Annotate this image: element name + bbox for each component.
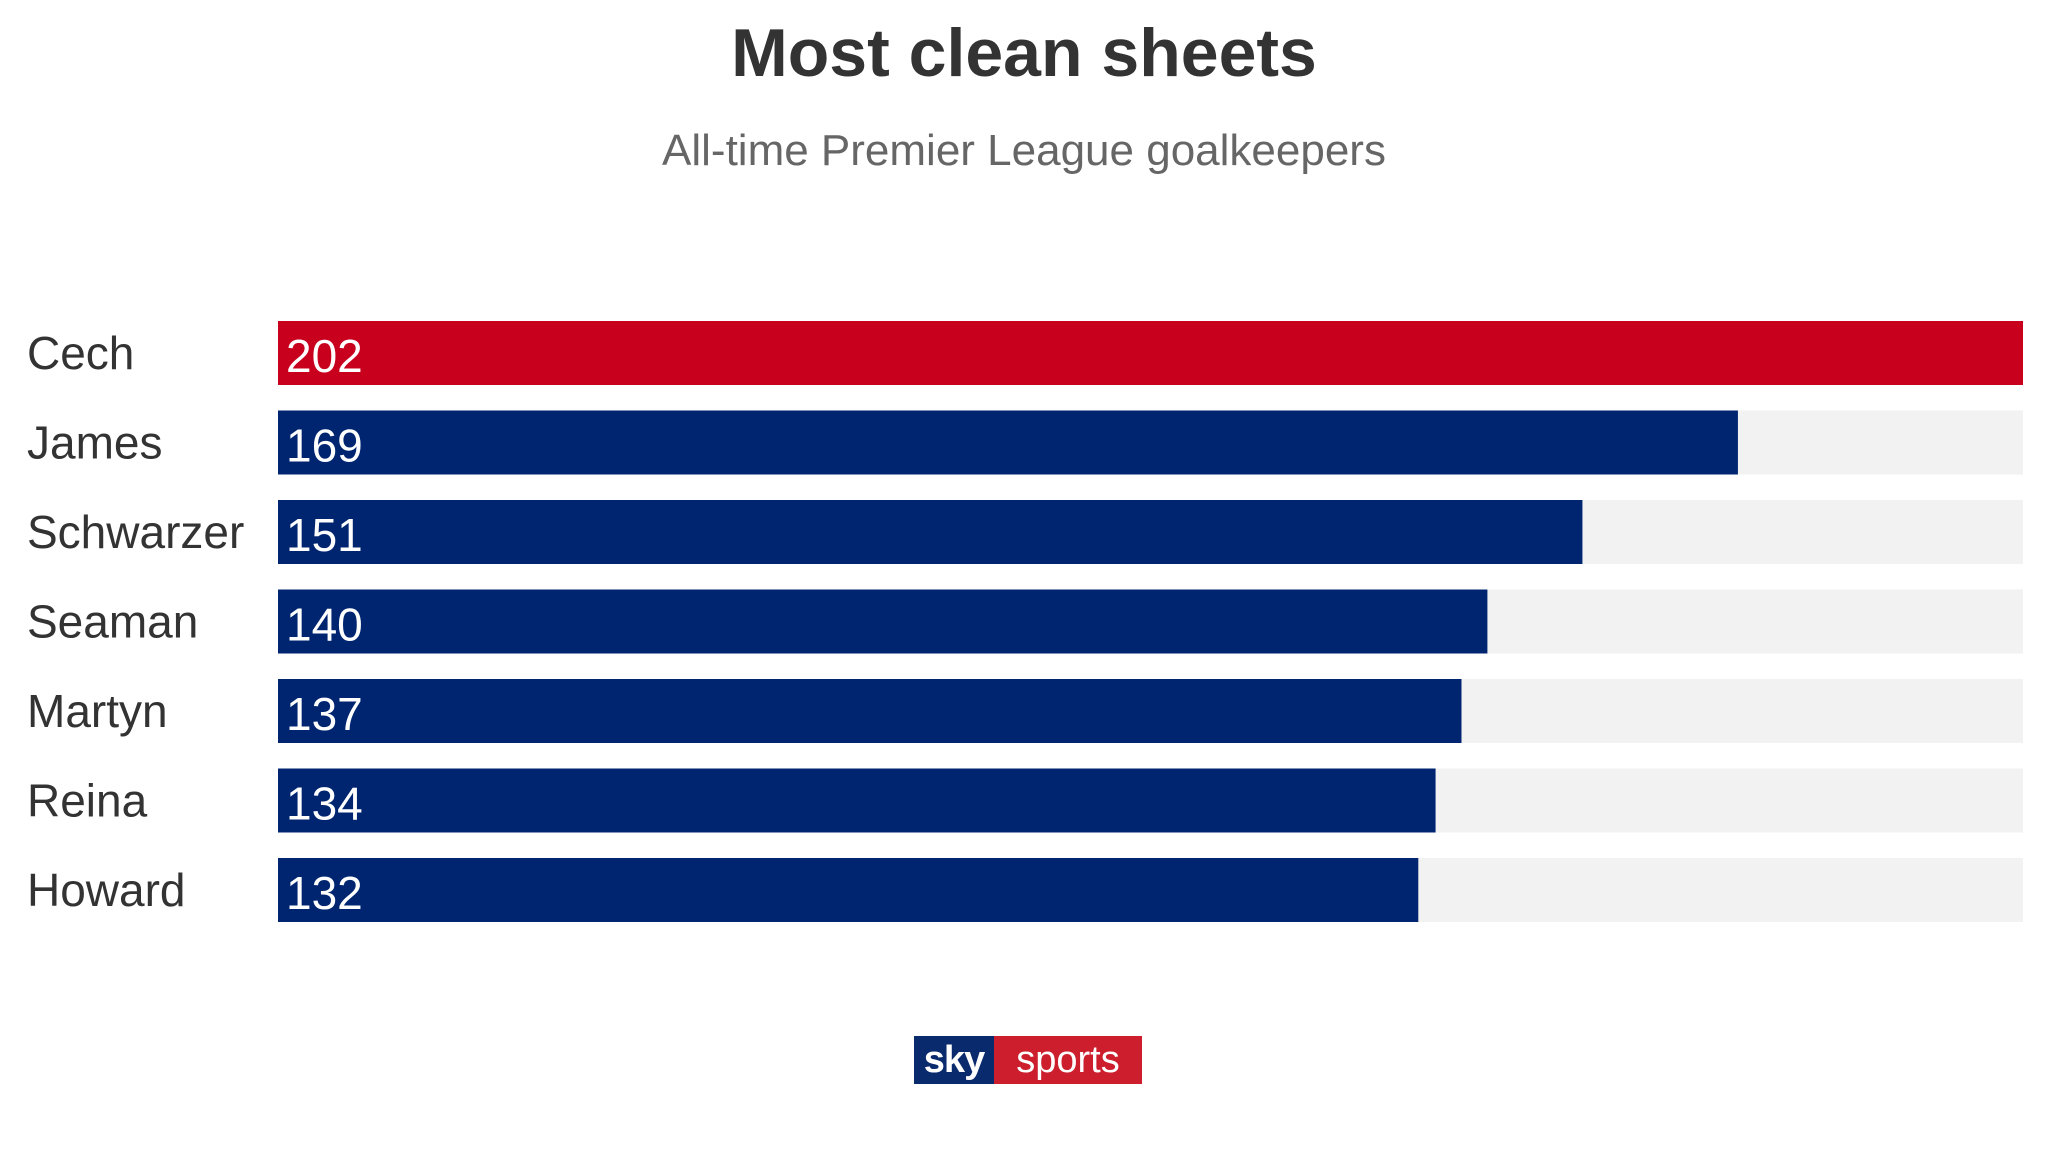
category-label: James: [27, 417, 162, 469]
value-label: 169: [286, 420, 363, 472]
chart-subtitle: All-time Premier League goalkeepers: [662, 126, 1386, 175]
bar-james: [278, 410, 1738, 475]
category-label: Cech: [27, 327, 134, 379]
bar-cech: [278, 321, 2023, 385]
value-label: 137: [286, 688, 363, 740]
category-label: Reina: [27, 775, 148, 827]
category-label: Seaman: [27, 596, 198, 648]
value-label: 202: [286, 330, 363, 382]
category-label: Martyn: [27, 685, 168, 737]
category-label: Schwarzer: [27, 506, 244, 558]
category-label: Howard: [27, 864, 186, 916]
bar-schwarzer: [278, 500, 1583, 564]
bar-howard: [278, 858, 1419, 922]
sports-logo-part: sports: [994, 1036, 1142, 1084]
value-label: 151: [286, 509, 363, 561]
bar-reina: [278, 768, 1436, 833]
sky-logo-part: sky: [914, 1036, 994, 1084]
value-label: 140: [286, 599, 363, 651]
bar-seaman: [278, 589, 1488, 654]
chart-title: Most clean sheets: [731, 15, 1317, 91]
value-label: 134: [286, 778, 363, 830]
value-label: 132: [286, 867, 363, 919]
sky-sports-logo: sky sports: [914, 1036, 1142, 1084]
bar-martyn: [278, 679, 1462, 743]
